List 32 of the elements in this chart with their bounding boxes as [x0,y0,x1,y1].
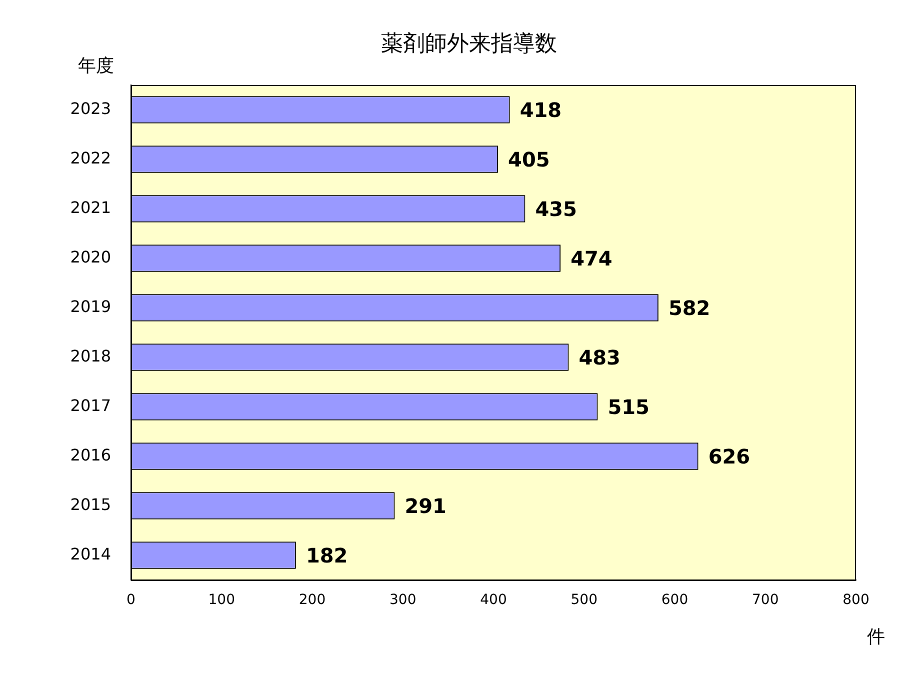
data-label: 483 [578,345,620,370]
chart-title: 薬剤師外来指導数 [381,32,557,57]
y-axis-title: 年度 [78,56,114,77]
data-label: 582 [668,296,710,320]
y-tick-label: 2020 [70,247,111,266]
data-label: 515 [608,394,650,419]
data-label: 418 [520,98,562,122]
x-tick-label: 500 [570,592,598,608]
y-tick-label: 2015 [70,494,111,514]
x-tick-label: 600 [661,592,688,608]
y-tick-label: 2014 [70,544,111,564]
x-tick-label: 700 [752,592,779,608]
data-label: 435 [535,196,577,221]
data-label: 291 [404,494,446,518]
x-tick-label: 400 [480,592,507,608]
x-tick-label: 800 [842,592,870,608]
y-tick-label: 2022 [70,148,111,168]
y-tick-label: 2021 [70,198,111,217]
y-tick-label: 2023 [70,98,111,118]
y-tick-label: 2019 [70,296,111,316]
data-label: 405 [508,147,550,172]
x-tick-label: 100 [208,592,235,608]
data-label: 182 [306,543,348,568]
y-tick-label: 2018 [70,346,111,366]
x-axis-title: 件 [867,626,885,648]
data-label: 626 [708,444,750,468]
x-tick-label: 200 [298,592,326,608]
data-label: 474 [570,246,612,270]
y-tick-label: 2016 [70,445,111,464]
y-tick-label: 2017 [70,396,111,415]
x-tick-label: 0 [126,592,136,608]
x-tick-label: 300 [390,592,416,608]
